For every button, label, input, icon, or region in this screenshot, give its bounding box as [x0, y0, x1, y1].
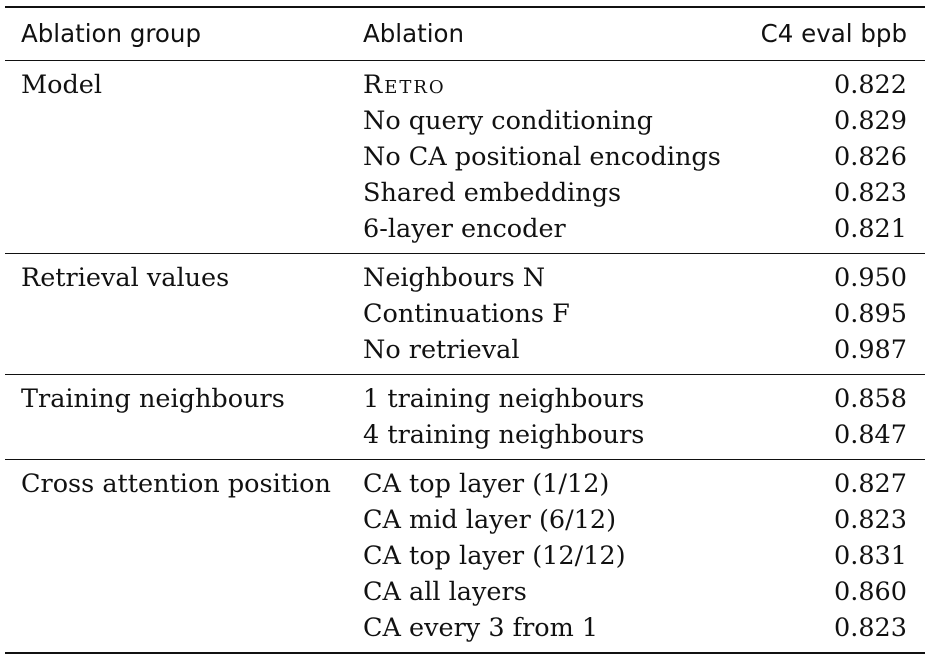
- value-cell: 0.823: [833, 178, 907, 208]
- value-cell: 0.860: [833, 577, 907, 607]
- group-section: Retrieval values Neighbours N 0.950 Continu…: [5, 254, 925, 374]
- group-section: Training neighbours 1 training neighbours…: [5, 375, 925, 459]
- table-row: 6-layer encoder 0.821: [5, 211, 925, 247]
- ablation-cell: Shared embeddings: [363, 178, 622, 208]
- table-row: Cross attention position CA top layer (1/…: [5, 466, 925, 502]
- group-divider: [5, 374, 925, 375]
- group-divider: [5, 253, 925, 254]
- table-row: No CA positional encodings 0.826: [5, 139, 925, 175]
- ablation-cell: 1 training neighbours: [363, 384, 645, 414]
- value-cell: 0.826: [833, 142, 907, 172]
- header-row: Ablation group Ablation C4 eval bpb: [5, 8, 925, 60]
- value-cell: 0.831: [833, 541, 907, 571]
- ablation-cell: No query conditioning: [363, 106, 653, 136]
- table-row: CA top layer (12/12) 0.831: [5, 538, 925, 574]
- table-row: Shared embeddings 0.823: [5, 175, 925, 211]
- ablation-cell: Neighbours N: [363, 263, 546, 293]
- group-section: Model Retro 0.822 No query conditioning 0.82…: [5, 61, 925, 253]
- ablation-table: Ablation group Ablation C4 eval bpb Mode…: [5, 6, 925, 654]
- header-ablation-group: Ablation group: [21, 19, 202, 48]
- table-row: No retrieval 0.987: [5, 332, 925, 368]
- group-divider: [5, 459, 925, 460]
- top-rule: [5, 6, 925, 8]
- ablation-cell: Retro: [363, 70, 446, 100]
- value-cell: 0.950: [833, 263, 907, 293]
- value-cell: 0.829: [833, 106, 907, 136]
- ablation-cell: 6-layer encoder: [363, 214, 566, 244]
- value-cell: 0.987: [833, 335, 907, 365]
- table-row: Training neighbours 1 training neighbours…: [5, 381, 925, 417]
- ablation-cell: CA top layer (12/12): [363, 541, 626, 571]
- value-cell: 0.858: [833, 384, 907, 414]
- group-name: Retrieval values: [21, 263, 230, 293]
- table-row: Continuations F 0.895: [5, 296, 925, 332]
- table-row: Model Retro 0.822: [5, 67, 925, 103]
- ablation-cell: Continuations F: [363, 299, 570, 329]
- ablation-cell: CA mid layer (6/12): [363, 505, 617, 535]
- group-section: Cross attention position CA top layer (1/…: [5, 460, 925, 652]
- ablation-cell: 4 training neighbours: [363, 420, 645, 450]
- table-row: CA mid layer (6/12) 0.823: [5, 502, 925, 538]
- value-cell: 0.895: [833, 299, 907, 329]
- ablation-cell: CA every 3 from 1: [363, 613, 599, 643]
- bottom-rule: [5, 652, 925, 654]
- header-rule: [5, 60, 925, 61]
- group-name: Training neighbours: [21, 384, 285, 414]
- table-row: No query conditioning 0.829: [5, 103, 925, 139]
- group-name: Model: [21, 70, 103, 100]
- ablation-cell: No CA positional encodings: [363, 142, 721, 172]
- value-cell: 0.827: [833, 469, 907, 499]
- value-cell: 0.823: [833, 505, 907, 535]
- value-cell: 0.821: [833, 214, 907, 244]
- value-cell: 0.823: [833, 613, 907, 643]
- table-row: CA every 3 from 1 0.823: [5, 610, 925, 646]
- value-cell: 0.847: [833, 420, 907, 450]
- table-row: 4 training neighbours 0.847: [5, 417, 925, 453]
- header-c4-eval-bpb: C4 eval bpb: [760, 19, 907, 48]
- ablation-cell: CA all layers: [363, 577, 527, 607]
- value-cell: 0.822: [833, 70, 907, 100]
- ablation-cell: No retrieval: [363, 335, 520, 365]
- ablation-cell: CA top layer (1/12): [363, 469, 610, 499]
- table-body: Model Retro 0.822 No query conditioning 0.82…: [5, 61, 925, 652]
- table-row: Retrieval values Neighbours N 0.950: [5, 260, 925, 296]
- table-row: CA all layers 0.860: [5, 574, 925, 610]
- group-name: Cross attention position: [21, 469, 331, 499]
- header-ablation: Ablation: [363, 19, 465, 48]
